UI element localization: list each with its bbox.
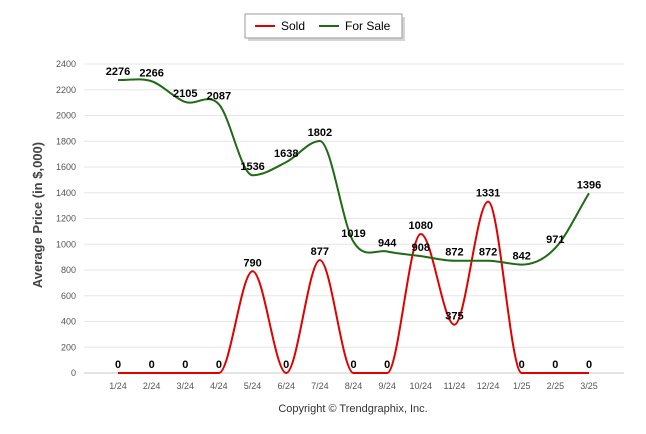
y-tick-label: 400 <box>61 317 76 327</box>
sold-data-label: 0 <box>586 359 592 371</box>
for-sale-data-label: 2266 <box>139 67 163 79</box>
for-sale-data-label: 2105 <box>173 88 197 100</box>
sold-data-label: 0 <box>283 359 289 371</box>
sold-data-label: 375 <box>445 311 463 323</box>
for-sale-data-label: 872 <box>479 247 497 259</box>
y-tick-label: 0 <box>71 368 76 378</box>
x-tick-label: 1/25 <box>513 381 531 391</box>
y-tick-label: 1800 <box>56 136 76 146</box>
for-sale-data-label: 944 <box>378 237 397 249</box>
for-sale-data-label: 2276 <box>106 66 130 78</box>
x-tick-label: 1/24 <box>109 381 127 391</box>
y-tick-label: 2200 <box>56 85 76 95</box>
y-tick-label: 1600 <box>56 162 76 172</box>
sold-data-label: 0 <box>216 359 222 371</box>
for-sale-data-label: 1536 <box>240 161 264 173</box>
y-tick-label: 1000 <box>56 239 76 249</box>
grid-lines <box>84 63 624 374</box>
for-sale-series-line[interactable] <box>117 78 590 266</box>
for-sale-data-label: 1802 <box>308 127 332 139</box>
for-sale-data-label: 872 <box>445 247 463 259</box>
x-tick-label: 5/24 <box>244 381 262 391</box>
x-tick-label: 2/24 <box>143 381 161 391</box>
sold-data-label: 0 <box>519 359 525 371</box>
for-sale-data-label: 908 <box>412 242 430 254</box>
for-sale-data-label: 1019 <box>341 228 365 240</box>
sold-data-label: 0 <box>384 359 390 371</box>
sold-data-label: 790 <box>243 257 261 269</box>
sold-data-label: 877 <box>311 246 329 258</box>
sold-data-label: 0 <box>182 359 188 371</box>
for-sale-data-label: 1396 <box>577 179 601 191</box>
x-tick-label: 9/24 <box>378 381 396 391</box>
y-tick-label: 2000 <box>56 111 76 121</box>
y-tick-label: 600 <box>61 291 76 301</box>
legend[interactable]: Sold For Sale <box>244 13 405 41</box>
y-axis-ticks: 0 200 400 600 800 1000 1200 1400 1600 1800 2000 220… <box>56 59 76 378</box>
for-sale-data-label: 1638 <box>274 148 298 160</box>
sold-data-label: 0 <box>115 359 121 371</box>
for-sale-data-label: 971 <box>546 234 564 246</box>
x-tick-label: 10/24 <box>410 381 433 391</box>
x-tick-label: 4/24 <box>210 381 228 391</box>
x-tick-label: 12/24 <box>477 381 500 391</box>
sold-data-label: 1331 <box>476 188 500 200</box>
x-tick-label: 3/24 <box>177 381 195 391</box>
x-tick-label: 11/24 <box>443 381 465 391</box>
series-lines <box>117 78 590 375</box>
data-labels: 0 0 0 0 790 0 877 0 0 1080 375 1331 0 0 0 2276 2266 2105 2… <box>106 66 601 371</box>
x-tick-label: 8/24 <box>345 381 363 391</box>
x-tick-label: 6/24 <box>277 381 295 391</box>
y-tick-label: 800 <box>61 265 76 275</box>
sold-data-label: 0 <box>149 359 155 371</box>
y-tick-label: 1200 <box>56 214 76 224</box>
sold-data-label: 0 <box>552 359 558 371</box>
copyright-credit: Copyright © Trendgraphix, Inc. <box>278 403 427 415</box>
sold-data-label: 1080 <box>409 220 433 232</box>
y-axis-label: Average Price (in $,000) <box>30 142 45 288</box>
legend-forsale-label[interactable]: For Sale <box>345 19 391 33</box>
y-tick-label: 1400 <box>56 188 76 198</box>
for-sale-data-label: 842 <box>513 251 531 263</box>
x-tick-label: 7/24 <box>311 381 329 391</box>
x-tick-label: 3/25 <box>580 381 598 391</box>
x-tick-label: 2/25 <box>547 381 565 391</box>
sold-series-line[interactable] <box>118 200 589 375</box>
sold-data-label: 0 <box>350 359 356 371</box>
for-sale-data-label: 2087 <box>207 90 231 102</box>
y-tick-label: 200 <box>61 342 76 352</box>
legend-sold-label[interactable]: Sold <box>281 19 305 33</box>
x-axis-ticks: 1/24 2/24 3/24 4/24 5/24 6/24 7/24 8/24 9/24 10/2… <box>109 381 598 391</box>
y-tick-label: 2400 <box>56 59 76 69</box>
